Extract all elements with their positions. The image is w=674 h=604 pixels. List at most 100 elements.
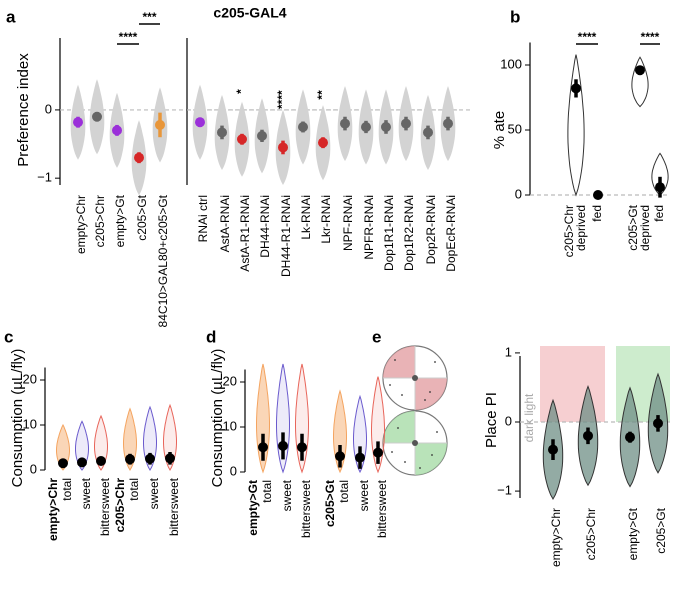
- violin: [75, 420, 89, 471]
- mean-point: [237, 134, 247, 145]
- mean-point: [381, 121, 391, 132]
- arena-dark-light-red: [382, 345, 448, 411]
- significance-label: *: [234, 89, 248, 94]
- violin: [371, 376, 385, 474]
- mean-point: [278, 440, 288, 451]
- annotation: dark light: [522, 393, 536, 442]
- x-tick-label: bittersweet: [375, 479, 389, 538]
- x-tick-label: c205>Gt: [626, 204, 640, 250]
- mean-point: [443, 118, 453, 129]
- mean-point: [155, 119, 165, 130]
- mean-point: [625, 432, 635, 443]
- y-tick-label: 20: [223, 373, 237, 388]
- mean-point: [77, 457, 87, 468]
- group-label: empty>Gt: [246, 480, 260, 536]
- x-tick-label: empty>Chr: [549, 508, 563, 567]
- mean-point: [112, 125, 122, 136]
- mean-point: [401, 118, 411, 129]
- panel-letter: e: [372, 327, 381, 346]
- x-tick-label: total: [127, 478, 141, 501]
- mean-point: [548, 444, 558, 455]
- y-axis-label: Consumption (µL/fly): [9, 349, 26, 488]
- group-label: c205>Chr: [113, 478, 127, 533]
- violin: [123, 407, 137, 472]
- x-tick-label: bittersweet: [299, 479, 313, 538]
- mean-point: [58, 458, 68, 469]
- mean-point: [571, 83, 581, 94]
- x-tick-label: sweet: [357, 479, 371, 511]
- mean-point: [335, 451, 345, 462]
- y-tick-label: −1: [37, 170, 52, 185]
- x-tick-label: empty>Gt: [113, 194, 127, 247]
- mean-point: [257, 130, 267, 141]
- group-label: c205>Gt: [323, 480, 337, 527]
- x-tick-label: c205>Gt: [135, 194, 149, 240]
- significance-label: ***: [142, 10, 156, 24]
- significance-label: ****: [119, 30, 138, 44]
- significance-label: ****: [578, 30, 597, 44]
- significance-label: **: [315, 90, 329, 100]
- mean-point: [134, 152, 144, 163]
- mean-point: [361, 121, 371, 132]
- violin: [143, 405, 157, 472]
- significance-label: ****: [275, 90, 289, 109]
- y-tick-label: 1: [505, 344, 512, 359]
- x-tick-label: AstA-RNAi: [218, 195, 232, 252]
- mean-point: [655, 182, 665, 193]
- y-tick-label: 10: [223, 418, 237, 433]
- mean-point: [423, 127, 433, 138]
- y-tick-label: 0: [515, 186, 522, 201]
- mean-point: [373, 447, 383, 458]
- y-tick-label: 20: [23, 371, 37, 386]
- y-tick-label: 50: [508, 121, 522, 136]
- violin: [56, 423, 70, 471]
- mean-point: [593, 190, 603, 200]
- panel-letter: a: [6, 7, 16, 26]
- x-tick-label: c205>Gt: [654, 507, 668, 553]
- significance-label: ****: [641, 30, 660, 44]
- violin: [333, 389, 347, 474]
- mean-point: [96, 456, 106, 466]
- mean-point: [297, 442, 307, 453]
- chart-title: c205-GAL4: [213, 5, 286, 21]
- x-tick-label: fed: [652, 205, 666, 222]
- panel-letter: b: [510, 7, 520, 26]
- y-tick-label: 0: [30, 461, 37, 476]
- violin: [94, 414, 108, 471]
- panel-letter: c: [4, 327, 13, 346]
- mean-point: [653, 418, 663, 429]
- mean-point: [92, 111, 102, 122]
- mean-point: [217, 127, 227, 138]
- y-axis-label: Consumption (µL/fly): [209, 349, 226, 488]
- y-axis-label: % ate: [491, 111, 508, 149]
- violin: [631, 56, 649, 108]
- x-tick-label: empty>Gt: [626, 507, 640, 560]
- x-tick-label: Dop2R-RNAi: [424, 195, 438, 264]
- y-axis-label: Place PI: [483, 392, 500, 448]
- x-tick-label: Lkr-RNAi: [319, 195, 333, 244]
- x-tick-label: Lk-RNAi: [299, 195, 313, 240]
- x-tick-label: fed: [590, 205, 604, 222]
- panel-letter: d: [206, 327, 216, 346]
- x-tick-label: empty>Chr: [74, 195, 88, 254]
- x-tick-label: sweet: [79, 477, 93, 509]
- x-tick-label: deprived: [638, 205, 652, 251]
- x-tick-label: total: [337, 480, 351, 503]
- x-tick-label: RNAi ctrl: [196, 195, 210, 242]
- x-tick-label: NPF-RNAi: [341, 195, 355, 251]
- x-tick-label: DH44-RNAi: [258, 195, 272, 258]
- x-tick-label: c205>Chr: [562, 205, 576, 257]
- x-tick-label: AstA-R1-RNAi: [238, 195, 252, 272]
- violin: [353, 394, 367, 474]
- x-tick-label: Dop1R1-RNAi: [382, 195, 396, 271]
- x-tick-label: c205>Chr: [584, 508, 598, 560]
- y-tick-label: 0: [45, 101, 52, 116]
- x-tick-label: deprived: [574, 205, 588, 251]
- group-label: empty>Chr: [46, 478, 60, 541]
- y-tick-label: 10: [23, 416, 37, 431]
- mean-point: [340, 118, 350, 129]
- x-tick-label: Dop1R2-RNAi: [402, 195, 416, 271]
- mean-point: [73, 117, 83, 128]
- x-tick-label: sweet: [147, 477, 161, 509]
